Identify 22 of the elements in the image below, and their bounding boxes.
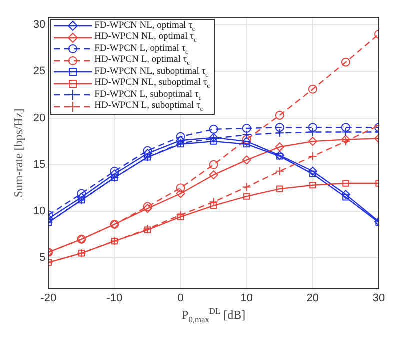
legend-label: FD-WPCN NL, optimal τ$_{c}$ bbox=[94, 20, 196, 32]
y-tick-label: 5 bbox=[40, 252, 46, 264]
x-tick-label: -20 bbox=[40, 292, 57, 304]
y-tick-label: 10 bbox=[33, 205, 46, 218]
y-tick-label: 30 bbox=[33, 19, 46, 32]
x-tick-label: 20 bbox=[306, 292, 320, 304]
y-tick-label: 15 bbox=[33, 158, 46, 171]
x-tick-label: -10 bbox=[106, 292, 123, 304]
x-tick-label: 10 bbox=[240, 292, 253, 304]
legend-label: FD-WPCN NL, suboptimal τ$_{c}$ bbox=[94, 66, 209, 78]
x-tick-label: 0 bbox=[178, 292, 184, 304]
x-tick-label: 30 bbox=[372, 292, 386, 304]
y-axis-title: Sum-rate [bps/Hz] bbox=[11, 108, 26, 198]
legend-label: FD-WPCN L, optimal τ$_{c}$ bbox=[94, 44, 188, 56]
y-tick-label: 25 bbox=[33, 66, 46, 78]
y-tick-label: 20 bbox=[33, 112, 46, 124]
legend-label: HD-WPCN NL, optimal τ$_{c}$ bbox=[94, 32, 197, 44]
x-axis-title: P$_{0,max}$$^{DL}$ [dB] bbox=[181, 307, 247, 324]
legend-label: HD-WPCN NL, suboptimal τ$_{c}$ bbox=[94, 78, 210, 90]
legend-label: HD-WPCN L, suboptimal τ$_{c}$ bbox=[94, 101, 204, 113]
legend-label: HD-WPCN L, optimal τ$_{c}$ bbox=[94, 55, 190, 67]
legend-label: FD-WPCN L, suboptimal τ$_{c}$ bbox=[94, 90, 202, 102]
